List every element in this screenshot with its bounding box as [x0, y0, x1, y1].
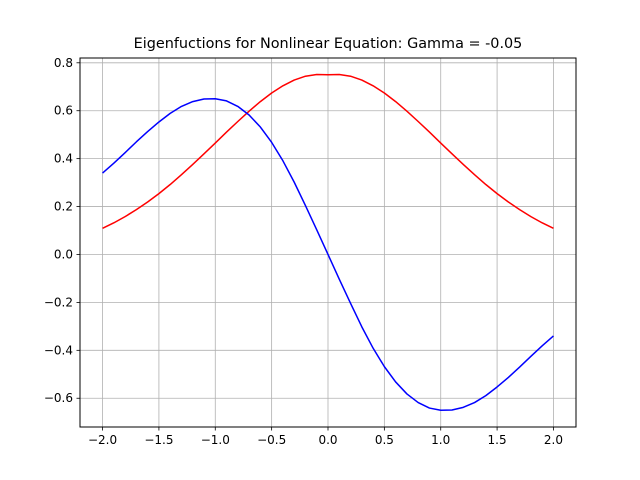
x-tick-label: −1.0 — [201, 433, 230, 447]
x-tick-label: 0.5 — [375, 433, 394, 447]
x-tick-label: 0.0 — [318, 433, 337, 447]
y-tick-label: 0.0 — [54, 247, 73, 261]
y-tick-label: 0.6 — [54, 104, 73, 118]
y-tick-label: −0.2 — [44, 295, 73, 309]
y-tick-label: 0.8 — [54, 56, 73, 70]
x-tick-label: −0.5 — [257, 433, 286, 447]
x-tick-label: −2.0 — [88, 433, 117, 447]
y-tick-label: 0.4 — [54, 152, 73, 166]
chart-title: Eigenfuctions for Nonlinear Equation: Ga… — [134, 36, 523, 52]
series-line-2 — [102, 97, 554, 411]
x-tick-label: −1.5 — [144, 433, 173, 447]
series-layer — [102, 73, 554, 411]
y-tick-label: −0.4 — [44, 343, 73, 357]
y-tick-label: −0.6 — [44, 391, 73, 405]
ticks: −2.0 −1.5 −1.0 −0.5 0.0 0.5 1.0 1.5 2.0 −0.6 −0.4 −… — [44, 56, 563, 447]
x-tick-label: 1.5 — [488, 433, 507, 447]
x-tick-label: 1.0 — [431, 433, 450, 447]
y-tick-label: 0.2 — [54, 200, 73, 214]
x-tick-label: 2.0 — [544, 433, 563, 447]
series-line-1 — [102, 73, 554, 230]
